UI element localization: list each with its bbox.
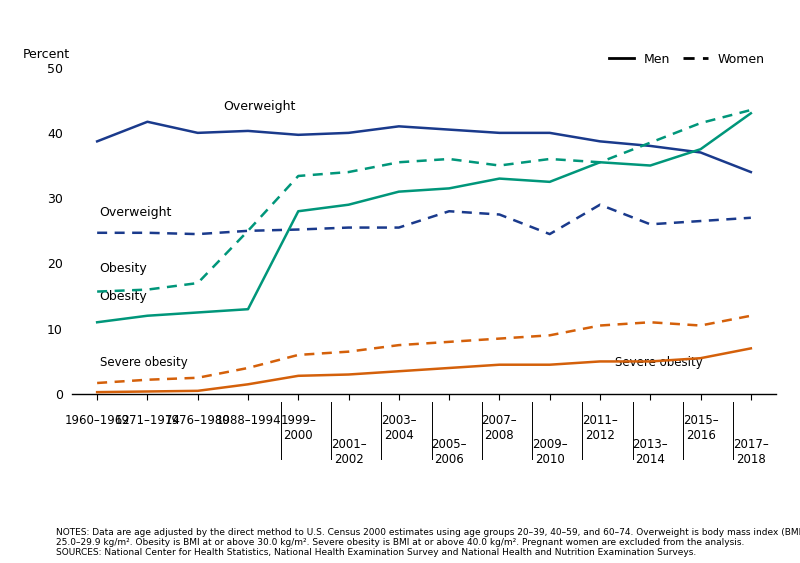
- Text: 2017–
2018: 2017– 2018: [733, 438, 769, 466]
- Text: 2015–
2016: 2015– 2016: [682, 414, 718, 442]
- Text: Severe obesity: Severe obesity: [100, 356, 187, 369]
- Text: 2003–
2004: 2003– 2004: [381, 414, 417, 442]
- Text: 2011–
2012: 2011– 2012: [582, 414, 618, 442]
- Text: Overweight: Overweight: [100, 206, 172, 219]
- Text: Obesity: Obesity: [100, 262, 147, 275]
- Text: 1960–1962: 1960–1962: [64, 414, 130, 427]
- Text: 1971–1974: 1971–1974: [114, 414, 180, 427]
- Text: 1988–1994: 1988–1994: [215, 414, 281, 427]
- Text: NOTES: Data are age adjusted by the direct method to U.S. Census 2000 estimates : NOTES: Data are age adjusted by the dire…: [56, 528, 800, 557]
- Text: Severe obesity: Severe obesity: [615, 356, 703, 369]
- Text: Percent: Percent: [22, 48, 70, 61]
- Text: 1976–1980: 1976–1980: [165, 414, 230, 427]
- Text: 2007–
2008: 2007– 2008: [482, 414, 518, 442]
- Text: 2009–
2010: 2009– 2010: [532, 438, 567, 466]
- Text: Obesity: Obesity: [100, 290, 147, 303]
- Text: 2005–
2006: 2005– 2006: [431, 438, 467, 466]
- Text: Overweight: Overweight: [223, 100, 295, 113]
- Legend: Men, Women: Men, Women: [604, 48, 770, 71]
- Text: 2013–
2014: 2013– 2014: [633, 438, 668, 466]
- Text: 1999–
2000: 1999– 2000: [280, 414, 316, 442]
- Text: 2001–
2002: 2001– 2002: [330, 438, 366, 466]
